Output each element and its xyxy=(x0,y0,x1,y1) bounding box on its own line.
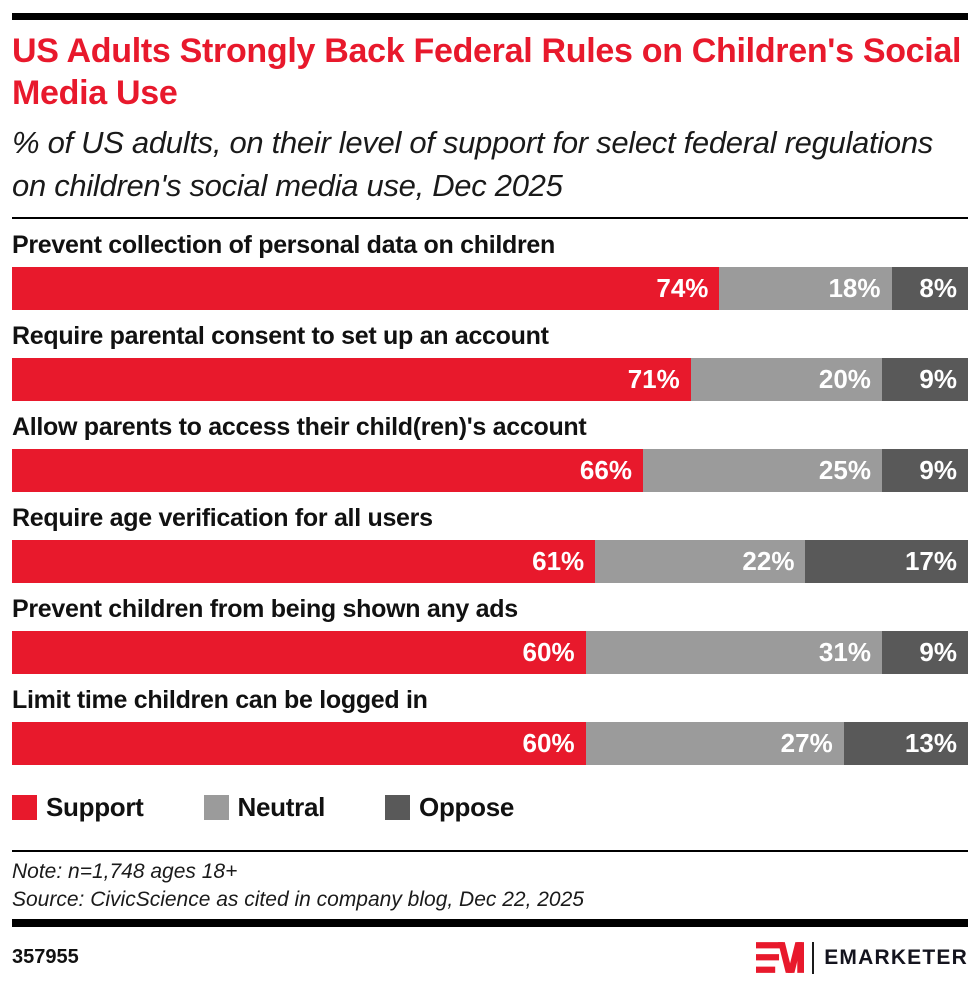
brand-divider xyxy=(812,941,815,974)
chart-legend: Support Neutral Oppose xyxy=(12,792,968,823)
emarketer-logo-icon xyxy=(756,942,805,973)
stacked-bar-chart: Prevent collection of personal data on c… xyxy=(12,230,968,765)
bar-group: Prevent collection of personal data on c… xyxy=(12,230,968,310)
bar-group: Prevent children from being shown any ad… xyxy=(12,594,968,674)
bar-segment-oppose: 17% xyxy=(805,540,968,583)
top-rule xyxy=(12,13,968,20)
legend-label: Oppose xyxy=(419,792,515,822)
bar-segment-neutral: 20% xyxy=(690,358,882,401)
footnote-divider xyxy=(12,850,968,852)
bar-segment-support: 60% xyxy=(12,722,586,765)
chart-rows: Prevent collection of personal data on c… xyxy=(12,230,968,765)
legend-swatch-icon xyxy=(12,795,37,820)
bar-group: Allow parents to access their child(ren)… xyxy=(12,412,968,492)
bar-segment-oppose: 8% xyxy=(891,267,968,310)
source-text: Source: CivicScience as cited in company… xyxy=(12,888,584,911)
bar-segment-support: 66% xyxy=(12,449,643,492)
note-text: Note: n=1,748 ages 18+ xyxy=(12,860,238,883)
bar-segment-oppose: 9% xyxy=(881,631,968,674)
bar-segment-oppose: 9% xyxy=(881,449,968,492)
bar-segment-neutral: 18% xyxy=(719,267,892,310)
chart-id: 357955 xyxy=(12,946,79,968)
stacked-bar: 60% 31% 9% xyxy=(12,631,968,674)
bar-category-label: Allow parents to access their child(ren)… xyxy=(12,413,587,441)
bar-segment-oppose: 9% xyxy=(881,358,968,401)
stacked-bar: 61% 22% 17% xyxy=(12,540,968,583)
bar-category-label: Prevent children from being shown any ad… xyxy=(12,595,518,623)
bar-segment-neutral: 22% xyxy=(595,540,806,583)
bar-group: Limit time children can be logged in 60% 2… xyxy=(12,685,968,765)
legend-item-neutral: Neutral xyxy=(203,792,326,823)
bar-segment-neutral: 27% xyxy=(585,722,844,765)
legend-item-oppose: Oppose xyxy=(385,792,514,823)
bar-category-label: Prevent collection of personal data on c… xyxy=(12,231,555,259)
chart-page: US Adults Strongly Back Federal Rules on… xyxy=(0,13,980,974)
brand-name: EMARKETER xyxy=(824,945,968,969)
legend-label: Support xyxy=(46,792,144,822)
bar-segment-neutral: 25% xyxy=(642,449,882,492)
legend-label: Neutral xyxy=(237,792,326,822)
legend-item-support: Support xyxy=(12,792,144,823)
stacked-bar: 66% 25% 9% xyxy=(12,449,968,492)
chart-subtitle: % of US adults, on their level of suppor… xyxy=(12,125,933,203)
legend-swatch-icon xyxy=(203,795,229,820)
legend-swatch-icon xyxy=(385,795,411,820)
stacked-bar: 71% 20% 9% xyxy=(12,358,968,401)
footnotes: Note: n=1,748 ages 18+ Source: CivicScie… xyxy=(12,858,968,914)
bar-category-label: Require age verification for all users xyxy=(12,504,433,532)
bar-group: Require parental consent to set up an ac… xyxy=(12,321,968,401)
stacked-bar: 74% 18% 8% xyxy=(12,267,968,310)
bar-segment-support: 61% xyxy=(12,540,596,583)
bar-segment-support: 60% xyxy=(12,631,586,674)
bar-segment-support: 71% xyxy=(12,358,691,401)
footer: 357955 EMARKETER xyxy=(12,941,968,974)
bar-category-label: Limit time children can be logged in xyxy=(12,686,428,714)
page-title: US Adults Strongly Back Federal Rules on… xyxy=(12,32,962,112)
bar-group: Require age verification for all users 61… xyxy=(12,503,968,583)
header-divider xyxy=(12,217,968,219)
bar-segment-support: 74% xyxy=(12,267,720,310)
bar-segment-oppose: 13% xyxy=(843,722,968,765)
brand-lockup: EMARKETER xyxy=(756,941,968,974)
stacked-bar: 60% 27% 13% xyxy=(12,722,968,765)
bar-category-label: Require parental consent to set up an ac… xyxy=(12,322,549,350)
bottom-rule xyxy=(12,919,968,927)
bar-segment-neutral: 31% xyxy=(585,631,882,674)
